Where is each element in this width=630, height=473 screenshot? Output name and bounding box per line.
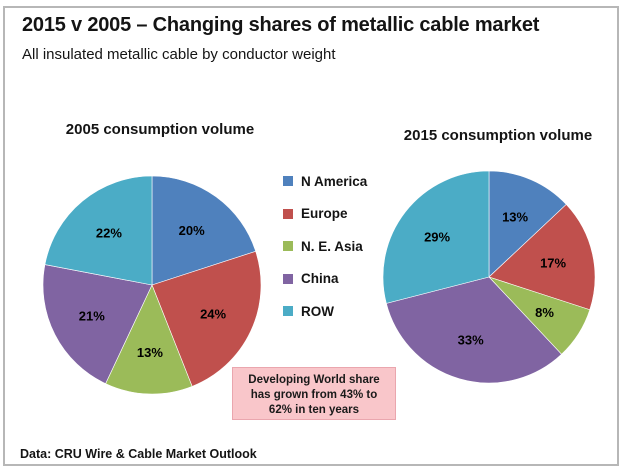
legend-item: Europe	[283, 198, 367, 231]
legend-item: ROW	[283, 295, 367, 328]
pie-slice-china	[42, 264, 153, 385]
slice-label: 33%	[458, 333, 484, 348]
callout-line: Developing World share	[248, 374, 380, 386]
chart-title-2005: 2005 consumption volume	[65, 121, 255, 138]
pie-slice-europe	[151, 250, 262, 387]
legend-item-label: Europe	[301, 206, 348, 222]
slice-label: 8%	[535, 305, 554, 320]
slice-label: 20%	[179, 223, 205, 238]
callout-line: 62% in ten years	[268, 404, 360, 416]
legend-item-label: ROW	[301, 303, 334, 319]
pie-slice-row	[44, 175, 153, 286]
data-source-note: Data: CRU Wire & Cable Market Outlook	[20, 447, 257, 461]
pie-slice-n-e-asia	[105, 284, 193, 395]
pie-slice-china	[385, 276, 562, 384]
legend-item: N America	[283, 165, 367, 198]
page-title: 2015 v 2005 – Changing shares of metalli…	[22, 14, 540, 36]
pie-slice-n-america	[488, 170, 567, 278]
legend-item-label: N. E. Asia	[301, 238, 363, 254]
pie-chart-2005: 20% 24% 13% 21% 22%	[42, 175, 262, 395]
legend-swatch-icon	[283, 208, 293, 219]
chart-title-2015: 2015 consumption volume	[403, 127, 593, 144]
legend-swatch-icon	[283, 273, 293, 284]
legend-swatch-icon	[283, 241, 293, 252]
legend-item-label: N America	[301, 173, 368, 189]
callout-line: has grown from 43% to	[250, 389, 378, 401]
legend-item: China	[283, 263, 367, 296]
legend-item-label: China	[301, 271, 339, 287]
legend-swatch-icon	[283, 306, 293, 317]
pie-slice-row	[382, 170, 490, 304]
legend-item: N. E. Asia	[283, 230, 367, 263]
legend-swatch-icon	[283, 176, 293, 187]
slice-label: 24%	[200, 306, 226, 321]
slice-label: 13%	[502, 209, 528, 224]
pie-slice-n-america	[151, 175, 257, 286]
pie-slice-europe	[488, 204, 596, 311]
slice-label: 13%	[137, 345, 163, 360]
legend: N America Europe N. E. Asia China ROW	[283, 165, 367, 328]
pie-chart-2015: 13% 17% 8% 33% 29%	[382, 170, 596, 384]
page-subtitle: All insulated metallic cable by conducto…	[22, 46, 336, 63]
slice-label: 21%	[79, 308, 105, 323]
slice-label: 22%	[96, 225, 122, 240]
slice-label: 17%	[540, 255, 566, 270]
slice-label: 29%	[424, 229, 450, 244]
callout: Developing World share has grown from 43…	[232, 367, 396, 420]
